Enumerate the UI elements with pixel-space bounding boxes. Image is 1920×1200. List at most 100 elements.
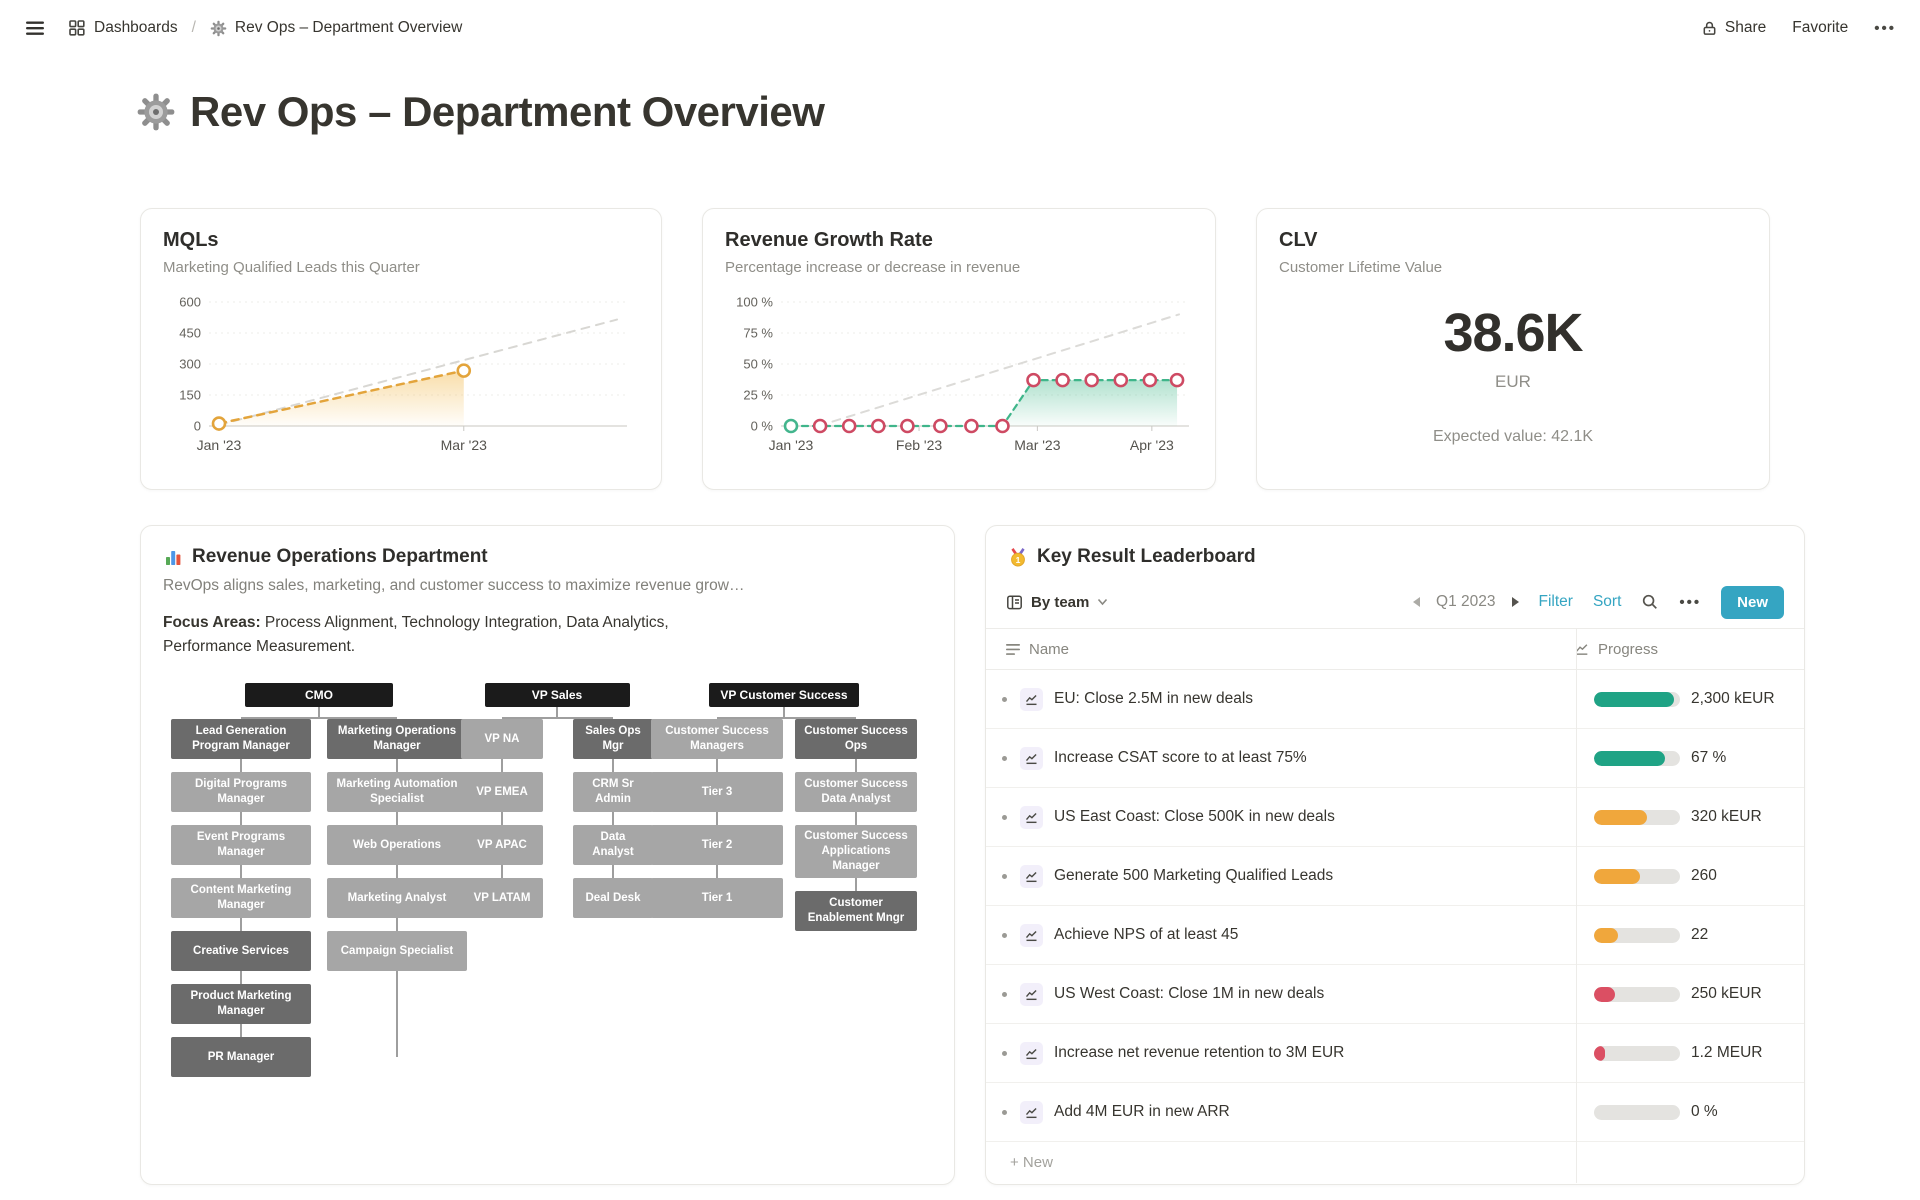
favorite-button[interactable]: Favorite (1792, 19, 1848, 37)
org-role-box: Tier 2 (651, 825, 783, 866)
clv-card-title: CLV (1279, 229, 1318, 251)
svg-text:Jan '23: Jan '23 (197, 437, 242, 453)
table-row[interactable]: US West Coast: Close 1M in new deals 250 … (986, 965, 1804, 1024)
search-icon[interactable] (1641, 593, 1659, 611)
view-selector-by-team[interactable]: By team (1006, 594, 1108, 611)
progress-bar (1594, 809, 1680, 825)
key-result-name[interactable]: US West Coast: Close 1M in new deals (1054, 985, 1325, 1002)
progress-bar (1594, 691, 1680, 707)
line-chart-icon (1020, 864, 1043, 888)
clv-card-subtitle: Customer Lifetime Value (1279, 259, 1443, 276)
table-row[interactable]: Increase CSAT score to at least 75% 67 % (986, 729, 1804, 788)
breadcrumb-page-label: Rev Ops – Department Overview (234, 19, 463, 36)
progress-bar (1594, 750, 1680, 766)
period-label: Q1 2023 (1436, 593, 1496, 610)
kpi-cards-row: MQLs Marketing Qualified Leads this Quar… (140, 208, 1770, 490)
gear-icon (136, 92, 176, 132)
progress-value: 22 (1691, 926, 1709, 943)
line-chart-icon (1020, 982, 1043, 1006)
org-role-box: Customer Enablement Mngr (795, 890, 917, 931)
svg-text:100 %: 100 % (736, 295, 773, 310)
sort-button[interactable]: Sort (1592, 593, 1622, 610)
svg-text:75 %: 75 % (743, 326, 773, 341)
org-column: Customer Success Ops Customer Success Dat… (795, 719, 917, 931)
org-connector (241, 717, 397, 720)
org-role-box: Product Marketing Manager (171, 984, 311, 1025)
clv-unit: EUR (1495, 372, 1531, 391)
page-title: Rev Ops – Department Overview (190, 88, 825, 135)
page-header: Rev Ops – Department Overview (136, 88, 825, 136)
svg-text:450: 450 (179, 326, 201, 341)
svg-text:0 %: 0 % (751, 419, 774, 434)
org-column: Customer Success Managers Tier 3 Tier 2 Tie… (651, 719, 783, 931)
mqls-card-title: MQLs (163, 229, 219, 251)
svg-text:600: 600 (179, 295, 201, 310)
mqls-line-chart: 0 150 300 450 600 Jan '23 Mar '23 (179, 295, 627, 453)
org-role-box: Tier 3 (651, 772, 783, 813)
progress-column-header[interactable]: Progress (1598, 640, 1659, 658)
key-result-name[interactable]: Add 4M EUR in new ARR (1054, 1103, 1230, 1120)
name-column-header[interactable]: Name (1029, 640, 1070, 658)
key-result-name[interactable]: EU: Close 2.5M in new deals (1054, 690, 1254, 707)
view-selector-label: By team (1031, 593, 1090, 611)
growth-card-subtitle: Percentage increase or decrease in reven… (725, 259, 1021, 276)
svg-text:Mar '23: Mar '23 (441, 437, 487, 453)
previous-quarter-button[interactable] (1413, 597, 1421, 607)
growth-line-chart: 0 % 25 % 50 % 75 % 100 % Jan '23 Feb '23 Mar '2… (736, 295, 1189, 453)
breadcrumb-current-page[interactable]: Rev Ops – Department Overview (210, 19, 462, 37)
org-head-box: VP Customer Success (709, 683, 859, 708)
more-options-button[interactable]: ••• (1874, 19, 1896, 37)
progress-value: 260 (1691, 867, 1717, 884)
table-row[interactable]: Generate 500 Marketing Qualified Leads 26… (986, 847, 1804, 906)
org-role-box: Deal Desk (573, 878, 653, 919)
org-connector (783, 707, 785, 718)
org-role-box: VP EMEA (461, 772, 543, 813)
key-result-name[interactable]: US East Coast: Close 500K in new deals (1054, 808, 1335, 825)
grid-icon (68, 19, 86, 37)
org-role-box: Customer Success Data Analyst (795, 772, 917, 813)
key-result-name[interactable]: Increase CSAT score to at least 75% (1054, 749, 1307, 766)
line-chart-property-icon (1574, 641, 1590, 657)
table-row[interactable]: EU: Close 2.5M in new deals 2,300 kEUR (986, 670, 1804, 729)
org-connector (318, 707, 320, 718)
line-chart-icon (1020, 1100, 1043, 1124)
progress-value: 67 % (1691, 749, 1727, 766)
progress-value: 320 kEUR (1691, 808, 1762, 825)
progress-bar (1594, 1045, 1680, 1061)
table-row[interactable]: Achieve NPS of at least 45 22 (986, 906, 1804, 965)
mqls-card-subtitle: Marketing Qualified Leads this Quarter (163, 259, 420, 276)
revops-title: Revenue Operations Department (192, 546, 488, 567)
table-row[interactable]: Add 4M EUR in new ARR 0 % (986, 1083, 1804, 1142)
hamburger-menu-icon[interactable] (24, 17, 46, 39)
row-bullet (1002, 696, 1007, 702)
share-button[interactable]: Share (1701, 19, 1766, 37)
table-row[interactable]: US East Coast: Close 500K in new deals 32… (986, 788, 1804, 847)
table-row[interactable]: Increase net revenue retention to 3M EUR… (986, 1024, 1804, 1083)
key-result-name[interactable]: Achieve NPS of at least 45 (1054, 926, 1239, 943)
breadcrumb-dashboards[interactable]: Dashboards (68, 19, 178, 37)
breadcrumb-separator: / (191, 19, 196, 36)
focus-areas-text: Process Alignment, Technology Integratio… (163, 614, 669, 656)
line-chart-icon (1020, 746, 1043, 770)
add-new-row-button[interactable]: + New (1010, 1154, 1053, 1171)
org-connector (502, 717, 613, 720)
table-more-options-button[interactable]: ••• (1679, 593, 1702, 611)
progress-value: 1.2 MEUR (1691, 1044, 1763, 1061)
svg-text:150: 150 (179, 388, 201, 403)
progress-bar (1594, 986, 1680, 1002)
leaderboard-table: Name Progress EU: Close 2.5M in new deal… (986, 629, 1804, 1183)
progress-value: 2,300 kEUR (1691, 690, 1775, 707)
org-role-box: Data Analyst (573, 825, 653, 866)
next-quarter-button[interactable] (1511, 597, 1519, 607)
key-result-name[interactable]: Generate 500 Marketing Qualified Leads (1054, 867, 1334, 884)
svg-text:1: 1 (1016, 555, 1021, 565)
org-role-box: Tier 1 (651, 878, 783, 919)
clv-card: CLV Customer Lifetime Value 38.6K EUR Ex… (1256, 208, 1770, 490)
bottom-cards-row: Revenue Operations Department RevOps ali… (140, 525, 1805, 1185)
new-button[interactable]: New (1721, 585, 1784, 619)
filter-button[interactable]: Filter (1538, 593, 1573, 610)
line-chart-icon (1020, 805, 1043, 829)
org-connector (556, 707, 558, 718)
key-result-name[interactable]: Increase net revenue retention to 3M EUR (1054, 1044, 1345, 1061)
